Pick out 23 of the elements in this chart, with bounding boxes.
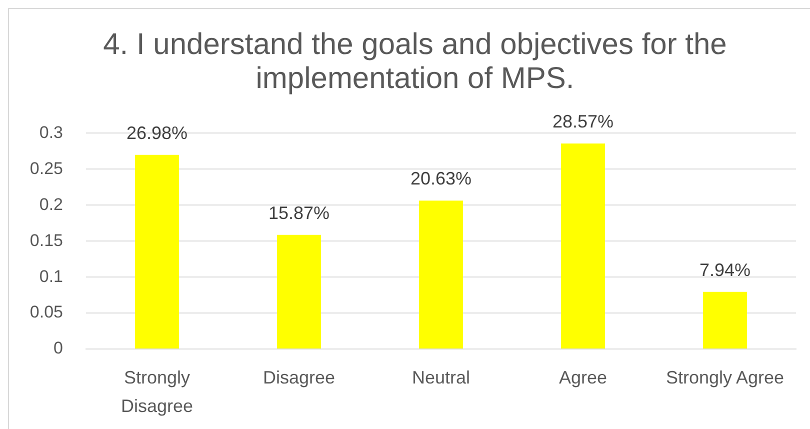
bar <box>702 292 748 348</box>
y-tick-label: 0 <box>54 338 63 358</box>
y-tick-label: 0.25 <box>30 158 63 178</box>
y-tick-label: 0.3 <box>39 122 63 142</box>
x-tick-label: Strongly Disagree <box>120 367 194 416</box>
data-label: 7.94% <box>699 260 751 280</box>
bar <box>560 143 606 348</box>
y-tick-label: 0.1 <box>39 266 63 286</box>
data-label: 20.63% <box>410 168 472 189</box>
y-tick-label: 0.2 <box>39 194 63 214</box>
x-tick-label: Disagree <box>262 367 336 388</box>
chart-title: 4. I understand the goals and objectives for the implementation of MPS. <box>102 28 728 96</box>
bar <box>134 154 180 348</box>
x-tick-label: Strongly Agree <box>666 367 784 388</box>
data-label: 15.87% <box>268 202 330 223</box>
bar <box>418 200 464 348</box>
x-tick-label: Agree <box>558 367 608 388</box>
bar <box>276 234 322 348</box>
y-tick-label: 0.15 <box>30 230 63 250</box>
data-label: 28.57% <box>552 111 614 132</box>
x-tick-label: Neutral <box>412 367 470 388</box>
data-label: 26.98% <box>126 122 188 143</box>
y-tick-label: 0.05 <box>30 302 63 322</box>
